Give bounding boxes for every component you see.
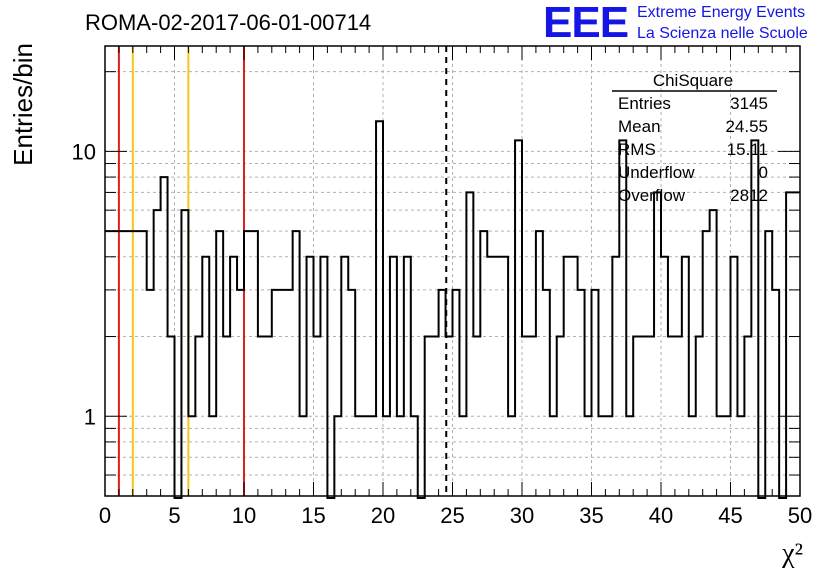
x-tick-label: 50	[788, 503, 812, 528]
stats-value: 2812	[730, 186, 768, 205]
stats-label: Entries	[618, 94, 671, 113]
axis-labels: 0 5 10 15 20 25 30 35 40 45 50 1 10 χ² Entries/bin	[8, 43, 812, 569]
stats-label: Underflow	[618, 163, 695, 182]
x-tick-label: 40	[649, 503, 673, 528]
y-tick-label: 1	[84, 404, 96, 429]
stats-label: Overflow	[618, 186, 686, 205]
stats-value: 15.11	[727, 140, 768, 159]
x-tick-label: 20	[371, 503, 395, 528]
chart-title: ROMA-02-2017-06-01-00714	[85, 10, 372, 35]
x-tick-label: 10	[232, 503, 256, 528]
y-tick-label: 10	[72, 139, 96, 164]
histogram-series	[105, 120, 800, 499]
x-tick-label: 15	[301, 503, 325, 528]
stats-value: 0	[759, 163, 768, 182]
stats-label: Mean	[618, 117, 661, 136]
x-tick-label: 30	[510, 503, 534, 528]
x-tick-label: 45	[718, 503, 742, 528]
stats-value: 24.55	[725, 117, 768, 136]
stats-value: 3145	[730, 94, 768, 113]
x-tick-label: 25	[440, 503, 464, 528]
x-tick-label: 35	[579, 503, 603, 528]
logo-line-2: La Scienza nelle Scuole	[637, 25, 808, 42]
x-axis-label: χ²	[781, 538, 803, 569]
axis-ticks	[104, 46, 801, 496]
stats-title: ChiSquare	[653, 71, 733, 90]
y-axis-label: Entries/bin	[8, 43, 38, 166]
x-tick-label: 0	[99, 503, 111, 528]
logo-line-1: Extreme Energy Events	[637, 4, 806, 21]
logo-letters: EEE	[543, 0, 629, 47]
x-tick-label: 5	[168, 503, 180, 528]
stats-label: RMS	[618, 140, 656, 159]
stats-box: ChiSquare Entries 3145 Mean 24.55 RMS 15.11 Un…	[612, 71, 777, 205]
